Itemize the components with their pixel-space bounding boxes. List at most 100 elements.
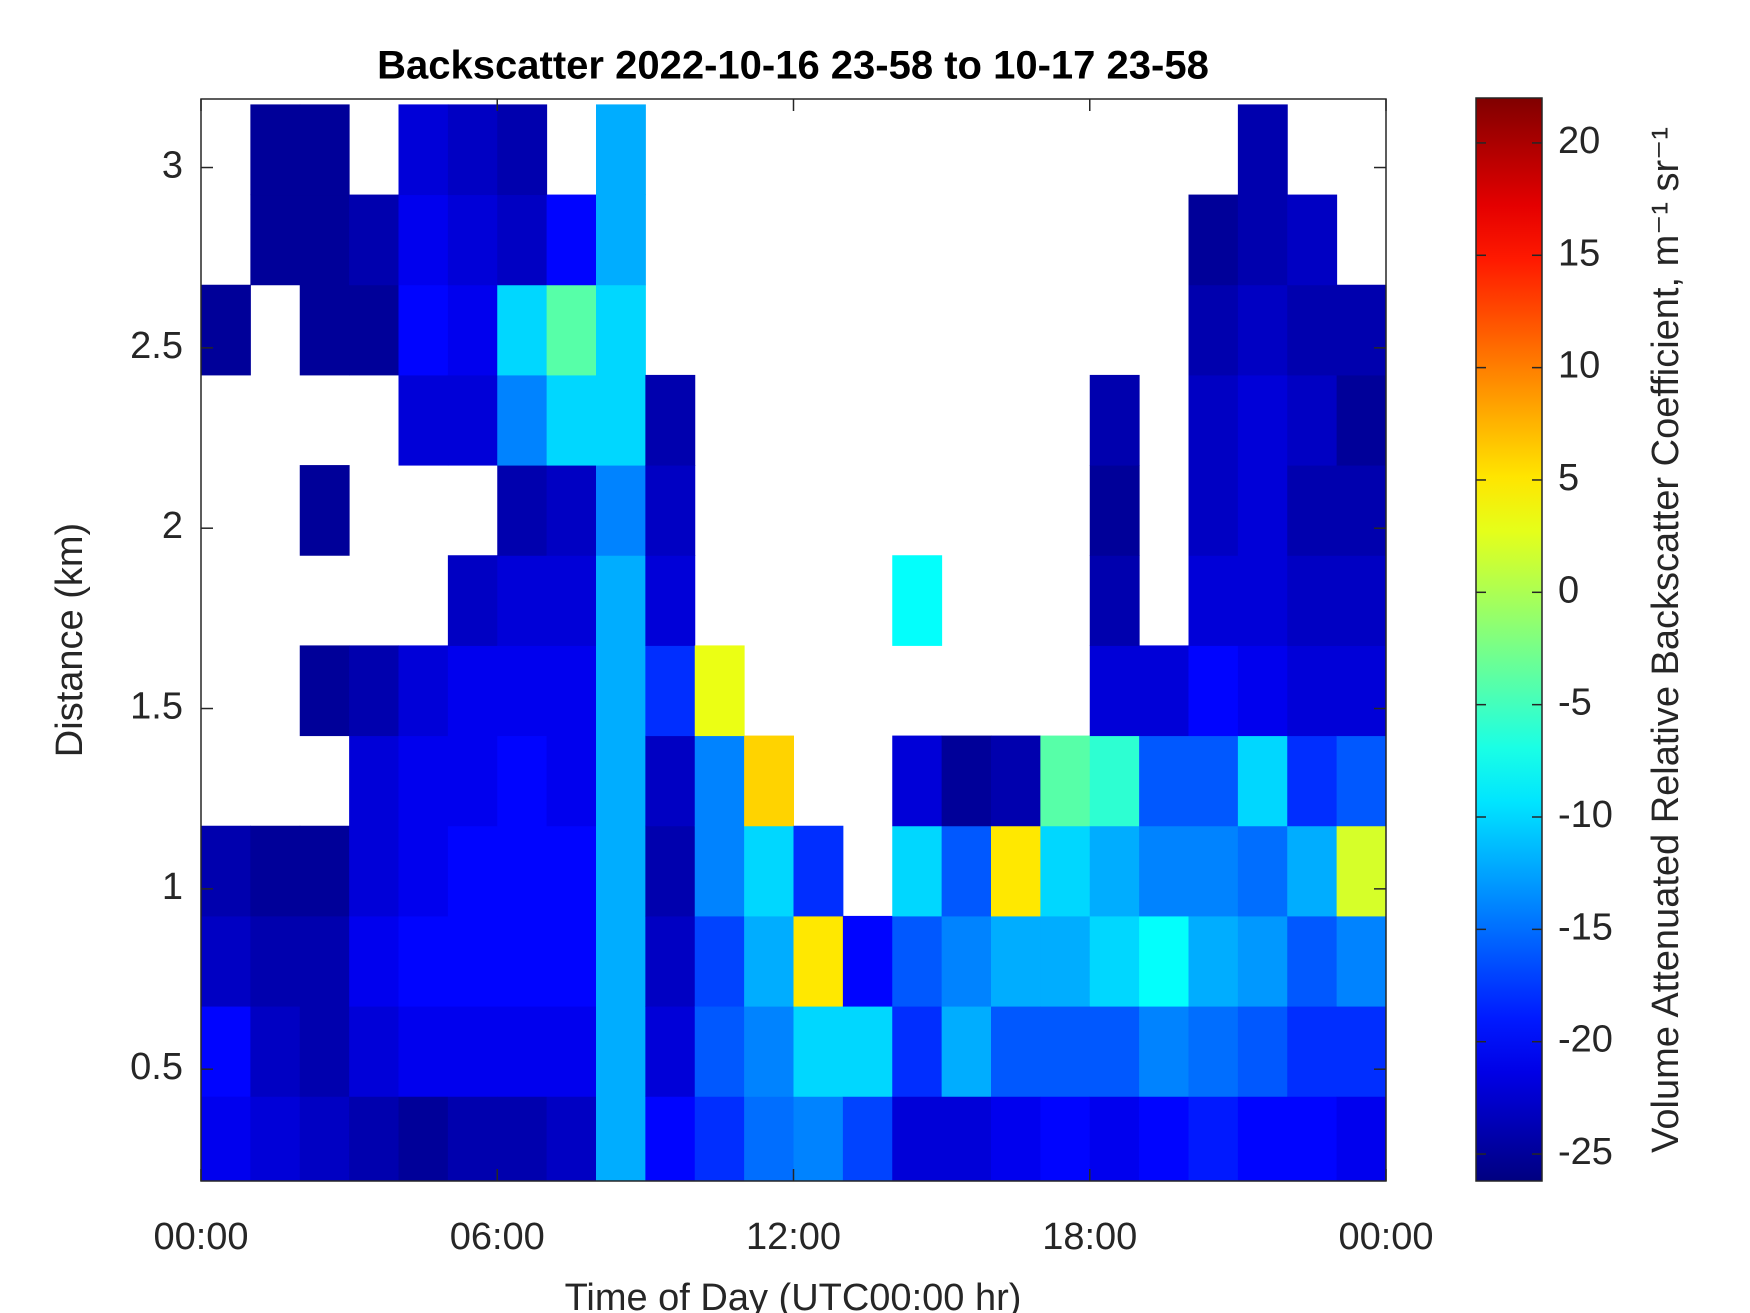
heatmap-cell <box>1336 825 1386 917</box>
heatmap-cell <box>892 735 943 827</box>
heatmap-cell <box>299 194 350 286</box>
x-axis-label: Time of Day (UTC00:00 hr) <box>565 1277 1022 1313</box>
heatmap-cell <box>398 284 449 376</box>
x-tick-label: 12:00 <box>746 1216 841 1258</box>
heatmap-cell <box>645 825 696 917</box>
colorbar-tick-label: -25 <box>1558 1131 1613 1173</box>
heatmap-cell <box>1139 1096 1189 1181</box>
heatmap-cell <box>1040 1096 1091 1181</box>
heatmap-cell <box>546 555 597 646</box>
heatmap-cell <box>1089 465 1140 556</box>
heatmap-cell <box>497 1006 548 1097</box>
heatmap-cell <box>1336 645 1386 737</box>
heatmap-cell <box>497 104 548 196</box>
heatmap-cell <box>596 194 646 286</box>
heatmap-cell <box>1237 194 1288 286</box>
heatmap-cell <box>941 1006 992 1097</box>
heatmap-cell <box>398 735 449 827</box>
heatmap-cell <box>1287 555 1338 646</box>
heatmap-cell <box>1287 1096 1338 1181</box>
heatmap-cell <box>349 645 399 737</box>
heatmap-cell <box>1139 645 1189 737</box>
heatmap-cell <box>744 1096 794 1181</box>
heatmap-cell <box>645 915 696 1007</box>
heatmap-cell <box>793 915 844 1007</box>
heatmap-cell <box>842 915 893 1007</box>
heatmap-cell <box>1237 1006 1288 1097</box>
heatmap-cell <box>299 1096 350 1181</box>
colorbar-tick-label: 15 <box>1558 232 1600 274</box>
heatmap-cell <box>349 1006 399 1097</box>
heatmap-cell <box>201 1006 251 1097</box>
heatmap-cell <box>596 825 646 917</box>
heatmap-cell <box>645 374 696 466</box>
heatmap-cell <box>201 915 251 1007</box>
colorbar-tick-label: 10 <box>1558 345 1600 387</box>
heatmap-cell <box>497 194 548 286</box>
heatmap-cell <box>299 284 350 376</box>
heatmap-cell <box>1237 555 1288 646</box>
heatmap-cell <box>398 194 449 286</box>
heatmap-cell <box>645 1096 696 1181</box>
heatmap-cell <box>892 825 943 917</box>
heatmap-cell <box>497 645 548 737</box>
heatmap-cell <box>1188 1006 1239 1097</box>
heatmap-cell <box>1336 735 1386 827</box>
heatmap-cell <box>546 284 597 376</box>
heatmap-cell <box>1139 825 1189 917</box>
heatmap-cell <box>596 1006 646 1097</box>
heatmap-cell <box>744 1006 794 1097</box>
heatmap-cell <box>250 1006 301 1097</box>
heatmap-cell <box>1040 735 1091 827</box>
heatmap-cell <box>1237 735 1288 827</box>
heatmap-cell <box>1336 915 1386 1007</box>
heatmap-cell <box>694 1006 745 1097</box>
heatmap-cell <box>1336 1006 1386 1097</box>
heatmap-cell <box>546 1006 597 1097</box>
heatmap-cell <box>596 284 646 376</box>
colorbar-tick-label: 0 <box>1558 569 1579 611</box>
heatmap-cell <box>1287 284 1338 376</box>
heatmap-cell <box>398 645 449 737</box>
heatmap-cell <box>1139 1006 1189 1097</box>
heatmap-cell <box>596 915 646 1007</box>
heatmap-cell <box>299 104 350 196</box>
heatmap-cell <box>1336 284 1386 376</box>
heatmap-cell <box>645 645 696 737</box>
heatmap-cell <box>497 915 548 1007</box>
heatmap-cell <box>645 735 696 827</box>
heatmap-cell <box>497 284 548 376</box>
heatmap-cell <box>398 825 449 917</box>
heatmap-cell <box>991 825 1041 917</box>
heatmap-cell <box>447 915 498 1007</box>
heatmap-cell <box>941 915 992 1007</box>
colorbar-tick-label: -5 <box>1558 682 1592 724</box>
heatmap-cell <box>1139 735 1189 827</box>
heatmap-cell <box>497 1096 548 1181</box>
heatmap-cell <box>1089 645 1140 737</box>
heatmap-cell <box>299 825 350 917</box>
heatmap-cell <box>842 1096 893 1181</box>
heatmap-cell <box>1237 915 1288 1007</box>
y-axis-label: Distance (km) <box>49 523 91 757</box>
heatmap-cell <box>744 915 794 1007</box>
heatmap-cell <box>299 465 350 556</box>
heatmap-cell <box>1287 825 1338 917</box>
heatmap-cell <box>447 825 498 917</box>
heatmap-cell <box>546 825 597 917</box>
heatmap-cell <box>793 1006 844 1097</box>
heatmap-cell <box>497 374 548 466</box>
heatmap-cell <box>596 465 646 556</box>
heatmap-cell <box>793 1096 844 1181</box>
heatmap-cell <box>349 1096 399 1181</box>
heatmap-cell <box>250 194 301 286</box>
heatmap-cell <box>447 104 498 196</box>
heatmap-cell <box>892 555 943 646</box>
heatmap-cell <box>1188 374 1239 466</box>
heatmap-cell <box>1089 915 1140 1007</box>
heatmap-cell <box>991 735 1041 827</box>
colorbar-tick-label: 20 <box>1558 120 1600 162</box>
heatmap-cell <box>645 465 696 556</box>
heatmap-cell <box>1336 555 1386 646</box>
